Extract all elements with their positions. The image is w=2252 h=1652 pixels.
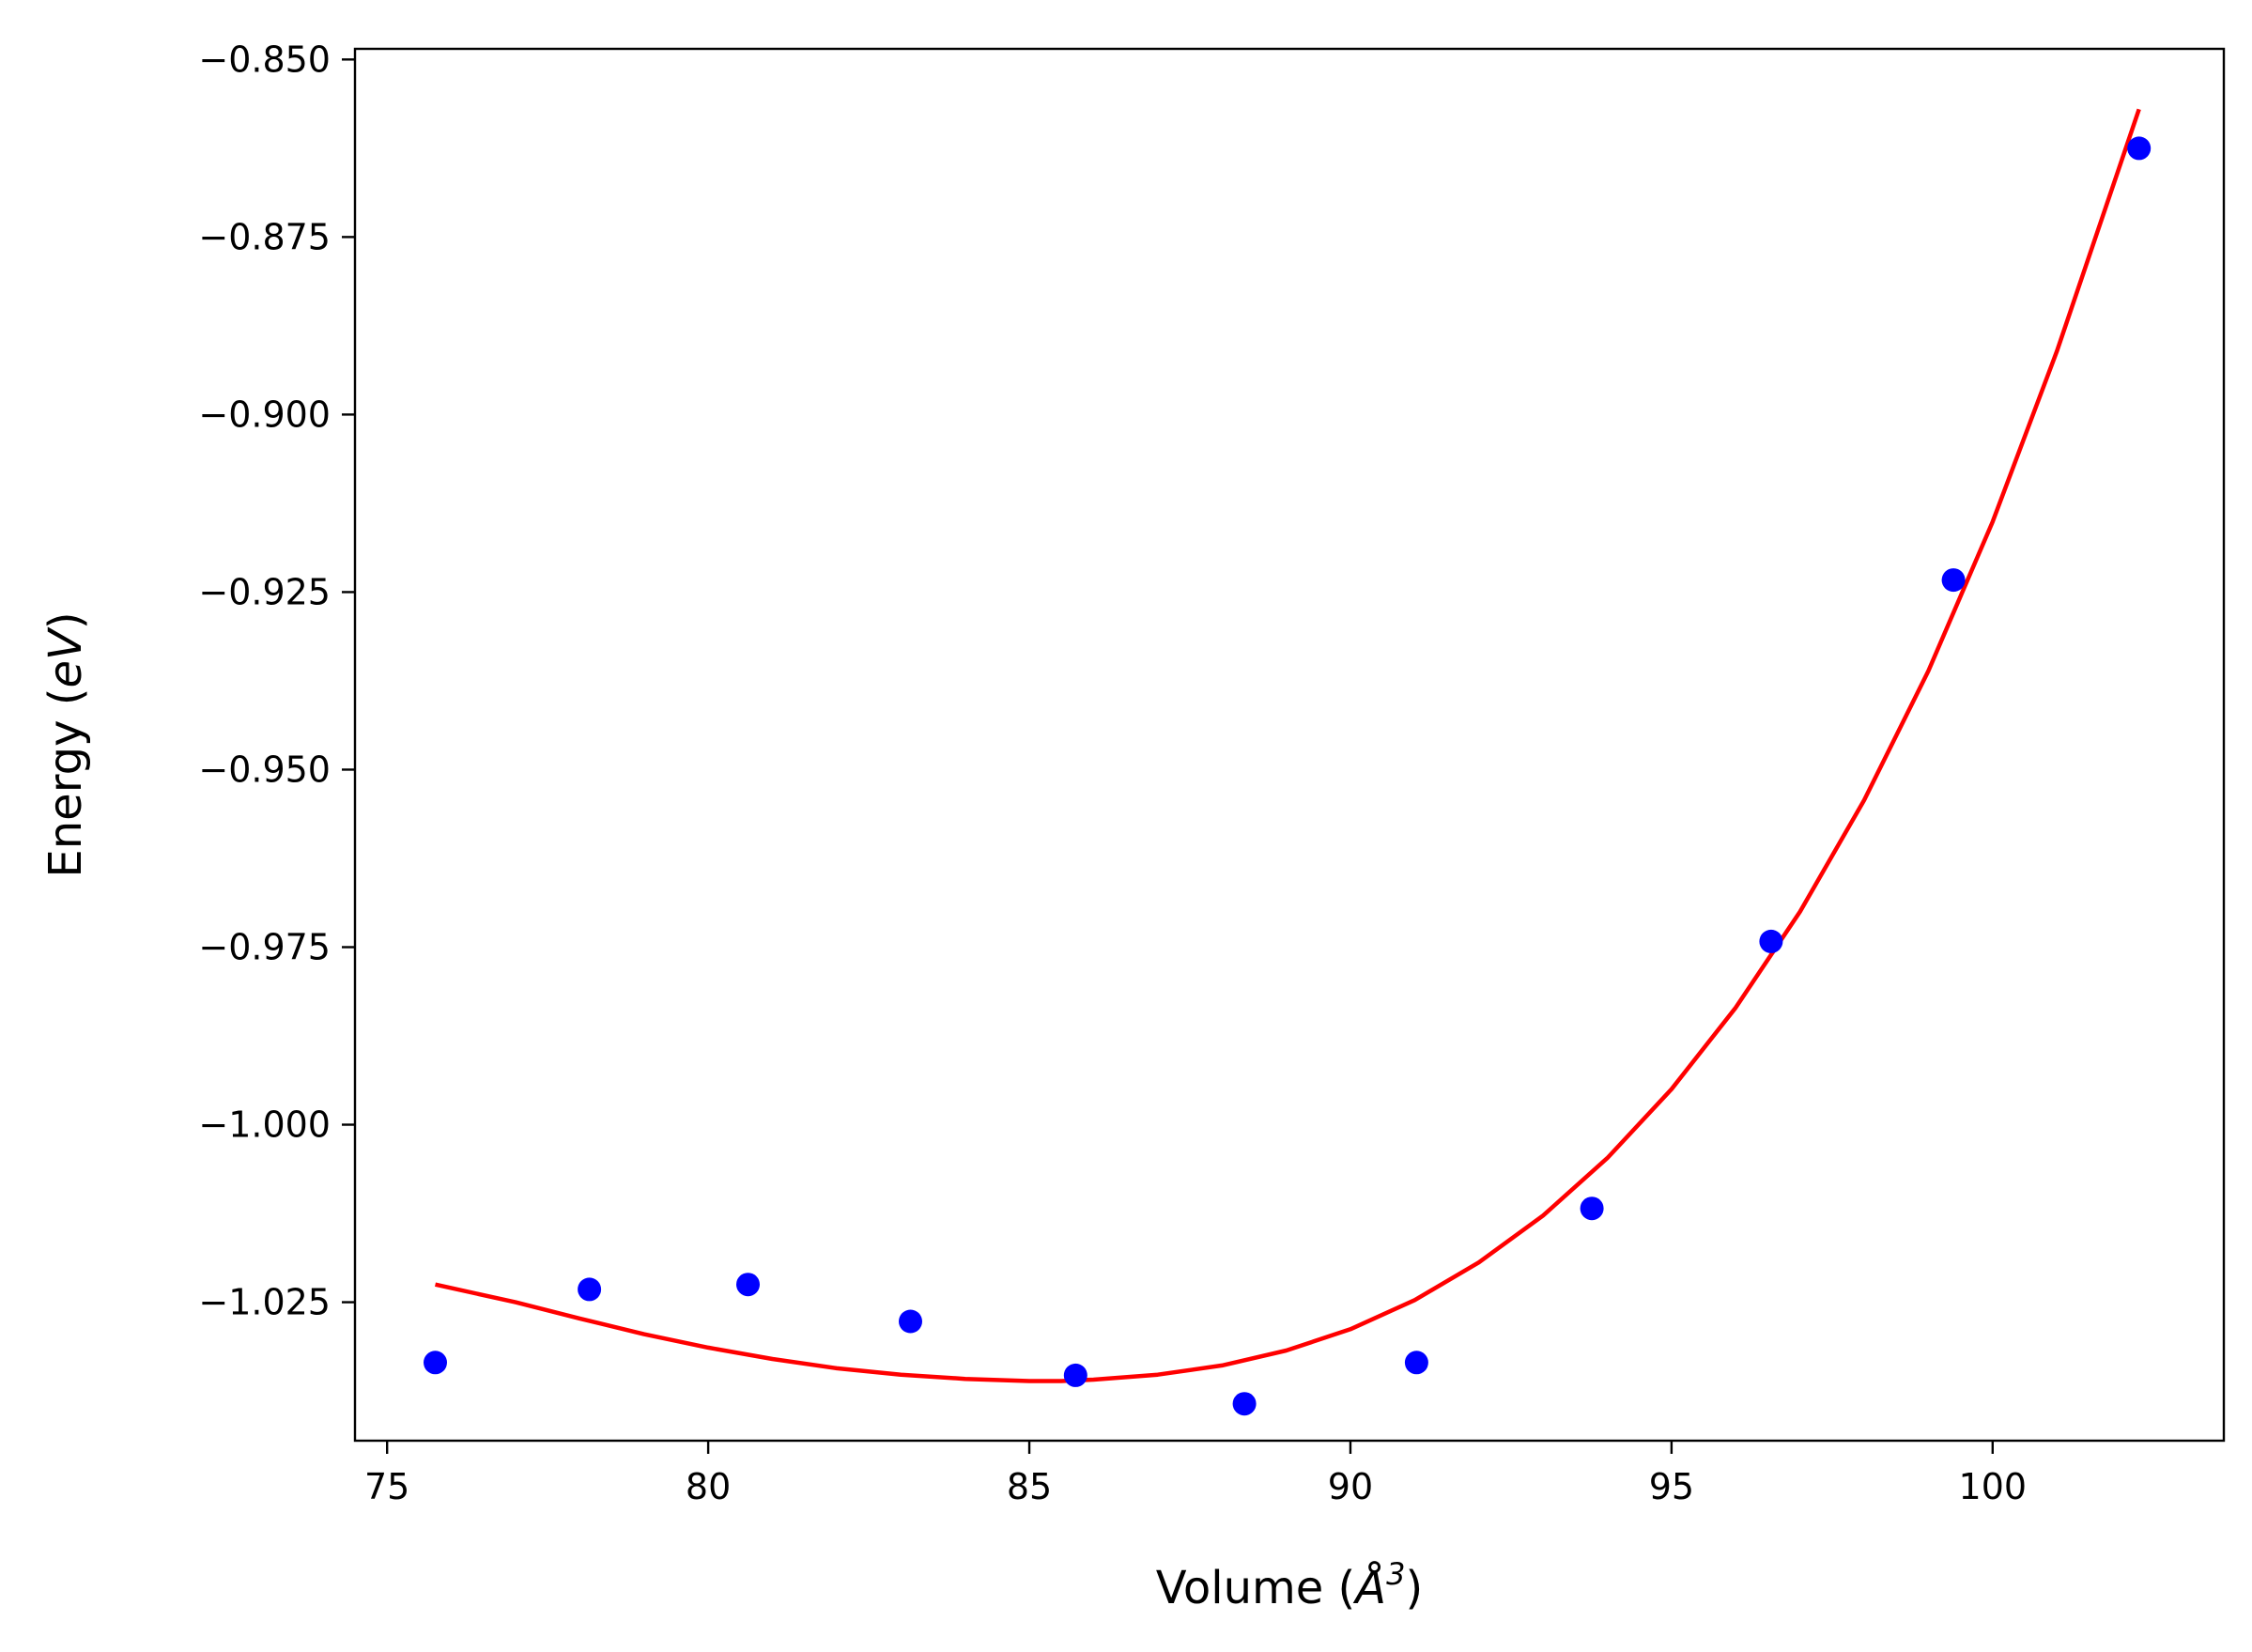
plot-frame <box>353 47 2226 1443</box>
y-axis-ticks: −0.850 −0.875 −0.900 −0.925 −0.950 −0.975 −1.0… <box>198 39 355 1323</box>
y-tick-label: −0.900 <box>198 394 331 435</box>
data-point <box>899 1309 922 1334</box>
x-axis-label: Volume (Å3) <box>1156 1556 1423 1614</box>
y-tick-label: −1.000 <box>198 1104 331 1146</box>
x-tick-label: 100 <box>1959 1466 2028 1507</box>
fit-curve-layer <box>435 108 2141 1383</box>
x-tick-label: 85 <box>1007 1466 1052 1507</box>
data-point <box>578 1277 602 1302</box>
data-point <box>1941 568 1966 593</box>
x-tick-label: 80 <box>686 1466 731 1507</box>
data-point <box>736 1273 760 1297</box>
x-tick-label: 75 <box>364 1466 409 1507</box>
data-point <box>1063 1363 1087 1387</box>
y-tick-label: −0.950 <box>198 749 331 790</box>
data-point <box>1759 929 1783 953</box>
x-axis-ticks: 75 80 85 90 95 100 <box>364 1441 2027 1507</box>
y-tick-label: −0.975 <box>198 926 331 967</box>
y-tick-label: −1.025 <box>198 1282 331 1323</box>
x-tick-label: 90 <box>1328 1466 1373 1507</box>
x-tick-label: 95 <box>1649 1466 1694 1507</box>
y-tick-label: −0.850 <box>198 39 331 80</box>
data-point <box>424 1351 447 1375</box>
fit-curve <box>435 108 2141 1383</box>
y-tick-label: −0.925 <box>198 571 331 612</box>
data-point <box>1580 1197 1604 1221</box>
y-axis-label: Energy (eV) <box>39 611 92 877</box>
data-point <box>1404 1351 1428 1375</box>
data-points-layer <box>424 136 2152 1416</box>
data-point <box>1232 1392 1257 1416</box>
y-tick-label: −0.875 <box>198 216 331 257</box>
data-point <box>2127 136 2152 161</box>
